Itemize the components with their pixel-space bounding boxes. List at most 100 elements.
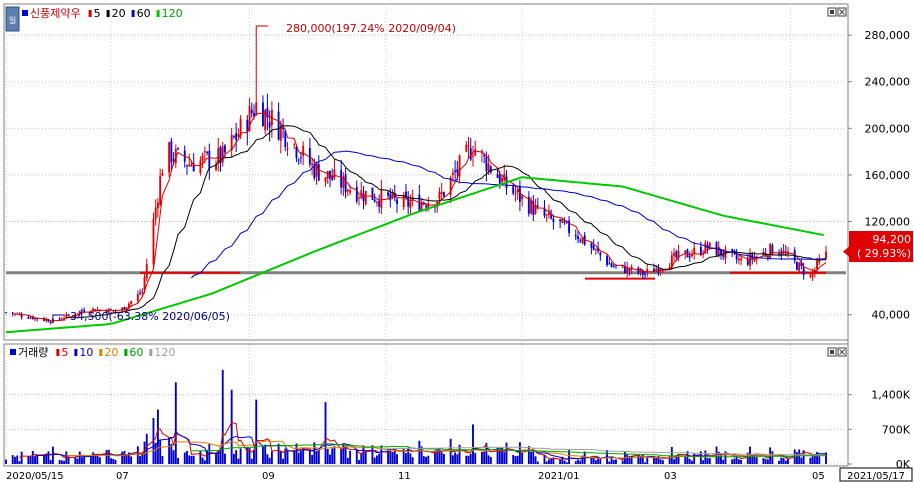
price-panel-close-icon[interactable] [837, 7, 847, 17]
volume-bar [186, 450, 188, 464]
candle [270, 101, 273, 139]
volume-bar [798, 449, 801, 464]
candle [16, 312, 19, 316]
volume-bar [221, 369, 224, 464]
volume-panel-maximize-icon[interactable] [827, 347, 837, 357]
current-change-label: ( 29.93%) [857, 247, 911, 260]
volume-bar [702, 460, 705, 464]
volume-bar [235, 450, 238, 464]
volume-bar [389, 448, 392, 464]
price-legend: 신풍제약우 5 20 60 120 [22, 6, 183, 20]
candle [266, 93, 269, 131]
volume-bar [295, 443, 298, 464]
price-tick-label: 120,000 [865, 216, 911, 229]
legend-item-label: 60 [137, 7, 151, 20]
volume-bar [378, 453, 381, 464]
last-date-box [839, 467, 913, 482]
ma120-line [5, 176, 824, 334]
volume-bar [43, 454, 45, 464]
volume-bar [183, 452, 186, 464]
volume-bar [451, 455, 454, 464]
price-tick-label: 200,000 [865, 122, 911, 135]
volume-panel-close-icon[interactable] [837, 347, 847, 357]
volume-bar [787, 458, 789, 464]
legend-color-swatch [106, 10, 110, 17]
candle [597, 241, 600, 254]
candle [268, 110, 271, 142]
volume-bar [599, 458, 602, 464]
volume-bar [67, 456, 70, 464]
volume-bar [465, 455, 468, 464]
volume-bar [405, 453, 407, 464]
volume-bar [753, 456, 756, 464]
volume-bar [215, 453, 217, 464]
volume-bar [489, 456, 492, 464]
candle [311, 158, 314, 176]
candle [516, 188, 519, 200]
volume-bar [373, 457, 376, 464]
volume-bar [724, 451, 727, 464]
candle [279, 120, 282, 154]
candle [550, 209, 553, 220]
volume-bar [248, 448, 251, 464]
volume-bar [474, 452, 477, 464]
candle [514, 185, 517, 202]
volume-bar [825, 452, 827, 464]
volume-bar [646, 456, 649, 464]
volume-bar [440, 452, 443, 464]
volume-bar [565, 462, 568, 464]
volume-bar [454, 452, 457, 464]
legend-volume-marker [10, 349, 16, 355]
volume-bar [425, 456, 427, 464]
candle [344, 167, 347, 199]
volume-bar [393, 449, 396, 464]
volume-bar [740, 459, 743, 464]
volume-bar [333, 446, 336, 464]
volume-bar [63, 460, 66, 464]
volume-bar [89, 456, 92, 464]
candle [170, 137, 173, 172]
volume-tick-label: 700K [882, 423, 911, 436]
volume-bar [677, 454, 680, 464]
volume-bar [550, 458, 553, 464]
legend-color-swatch [99, 349, 103, 356]
volume-bar [282, 458, 284, 464]
candle [534, 198, 537, 215]
candle [188, 153, 191, 168]
ma-layer [5, 112, 827, 334]
volume-bar [114, 459, 117, 464]
candle [809, 272, 812, 279]
volume-bar [302, 447, 305, 464]
volume-bar [105, 450, 108, 464]
volume-bar [706, 458, 709, 464]
candle [469, 137, 472, 162]
volume-bar [717, 451, 720, 464]
candle [684, 250, 687, 260]
candle [442, 191, 445, 198]
candle [552, 214, 555, 230]
volume-bar [380, 445, 383, 464]
volume-bar [816, 451, 819, 464]
price-panel-maximize-icon[interactable] [827, 7, 837, 17]
candle [246, 115, 249, 146]
volume-bar [577, 459, 579, 464]
candle [796, 261, 798, 271]
price-panel-icon[interactable]: 일 [5, 6, 20, 32]
legend-item-label: 5 [61, 346, 68, 359]
candle [825, 245, 827, 261]
candle [284, 129, 287, 152]
volume-bar [34, 456, 36, 464]
volume-bar [20, 451, 23, 464]
candle [127, 301, 130, 311]
candle [521, 194, 524, 207]
volume-bar [141, 453, 144, 464]
volume-bar [65, 451, 68, 464]
candle [737, 254, 740, 265]
volume-bar [505, 442, 508, 464]
candle [145, 258, 148, 282]
volume-bar [317, 449, 320, 464]
volume-bar [527, 446, 530, 464]
volume-bar [483, 451, 486, 464]
